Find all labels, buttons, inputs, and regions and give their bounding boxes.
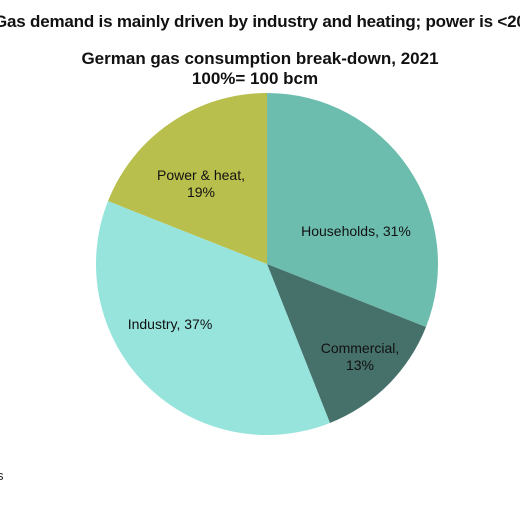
slice-label-1: Commercial, [321, 340, 400, 356]
slice-label-2: Industry, 37% [128, 316, 213, 332]
slice-label-1-line2: 13% [346, 357, 374, 373]
chart-title: German gas consumption break-down, 2021 [81, 49, 439, 68]
pie-slice-1 [267, 264, 426, 423]
headline: Gas demand is mainly driven by industry … [0, 12, 520, 31]
footnote: s [0, 468, 4, 483]
pie-slice-0 [267, 93, 439, 327]
pie-slice-3 [108, 93, 267, 264]
slice-label-0: Households, 31% [301, 223, 411, 239]
pie-slice-2 [95, 201, 330, 436]
slice-label-3: Power & heat, [157, 167, 245, 183]
slice-label-3-line2: 19% [187, 184, 215, 200]
chart-subtitle: 100%= 100 bcm [191, 69, 319, 88]
